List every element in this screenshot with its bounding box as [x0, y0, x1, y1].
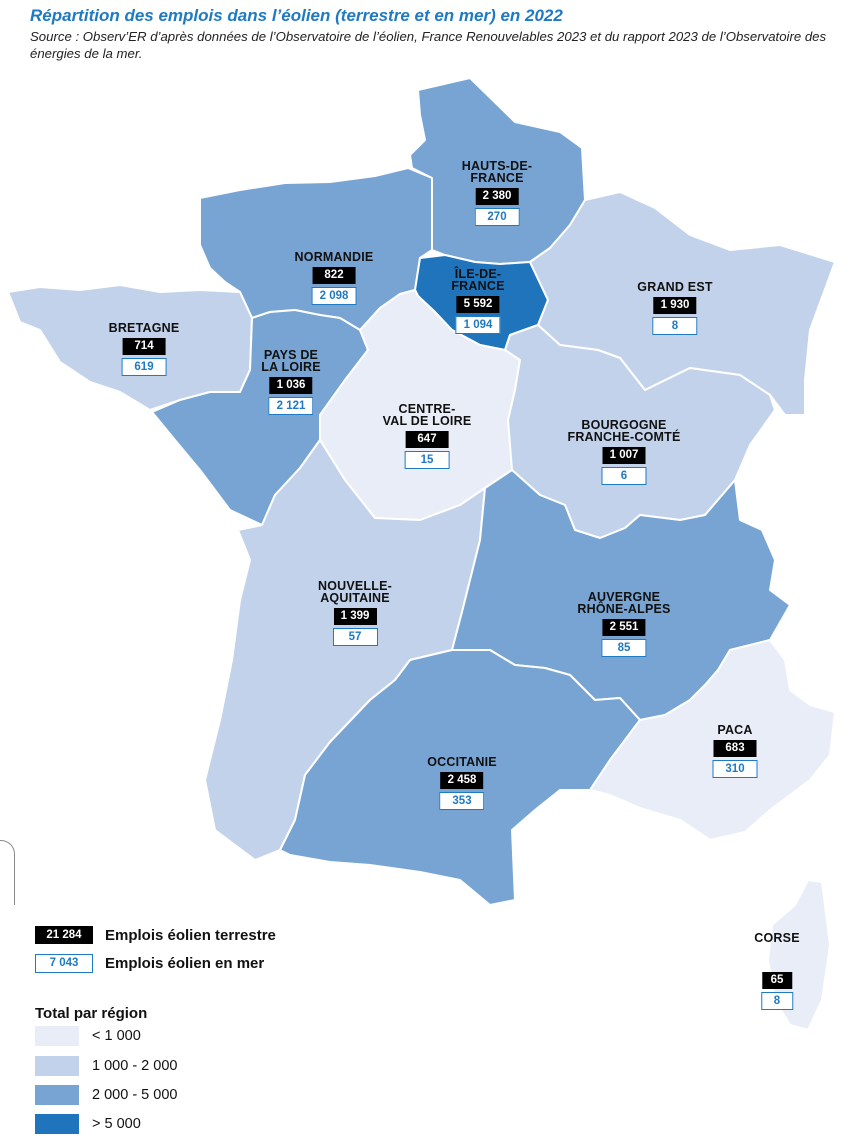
sea-jobs-badge: 270: [474, 208, 520, 226]
region-name: BRETAGNE: [108, 321, 180, 335]
legend-scale-label: 2 000 - 5 000: [92, 1087, 178, 1103]
sea-jobs-badge: 8: [760, 992, 793, 1010]
land-jobs-badge: 822: [312, 267, 356, 284]
region-ile-de-france: ÎLE-DE- FRANCE 5 592 1 094: [451, 268, 504, 334]
region-normandie: NORMANDIE 822 2 098: [295, 251, 374, 305]
region-name: AUVERGNE RHÔNE-ALPES: [577, 590, 671, 616]
region-name: NOUVELLE- AQUITAINE: [317, 579, 393, 605]
region-name: ÎLE-DE- FRANCE: [451, 267, 505, 293]
legend-sea-label: Emplois éolien en mer: [105, 955, 265, 972]
sea-jobs-badge: 353: [439, 792, 485, 810]
legend-land-label: Emplois éolien terrestre: [105, 926, 276, 944]
region-name: NORMANDIE: [294, 250, 374, 264]
land-jobs-badge: 1 399: [333, 608, 377, 625]
land-jobs-badge: 65: [761, 972, 792, 989]
sea-jobs-badge: 8: [652, 317, 698, 335]
legend-scale-label: 1 000 - 2 000: [92, 1058, 178, 1074]
region-name: HAUTS-DE- FRANCE: [461, 159, 533, 185]
legend-land-row: 21 284 Emplois éolien terrestre: [35, 926, 276, 944]
region-name: GRAND EST: [637, 280, 713, 294]
region-name: CENTRE- VAL DE LOIRE: [382, 402, 472, 428]
region-shape-paca: [589, 639, 836, 841]
sea-jobs-badge: 1 094: [455, 316, 501, 334]
land-jobs-badge: 647: [405, 431, 449, 448]
legend-swatch: [35, 1114, 79, 1134]
sea-jobs-badge: 15: [404, 451, 450, 469]
region-bourgogne-franche-comte: BOURGOGNE FRANCHE-COMTÉ 1 007 6: [567, 419, 680, 485]
land-jobs-badge: 1 007: [602, 447, 646, 464]
map-source: Source : Observ’ER d’après données de l’…: [30, 29, 827, 61]
legend-sea-row: 7 043 Emplois éolien en mer: [35, 954, 264, 973]
sea-jobs-badge: 6: [601, 467, 647, 485]
region-name: BOURGOGNE FRANCHE-COMTÉ: [567, 418, 681, 444]
region-paca: PACA 683 310: [712, 723, 758, 778]
land-jobs-badge: 2 458: [440, 772, 484, 789]
legend-land-value: 21 284: [35, 926, 93, 944]
legend-swatch: [35, 1026, 79, 1046]
region-occitanie: OCCITANIE 2 458 353: [427, 756, 497, 810]
region-auvergne-rhone-alpes: AUVERGNE RHÔNE-ALPES 2 551 85: [577, 591, 670, 657]
region-name: OCCITANIE: [427, 755, 497, 769]
region-centre-val-de-loire: CENTRE- VAL DE LOIRE 647 15: [383, 403, 472, 469]
sea-jobs-badge: 2 121: [268, 397, 314, 415]
region-grand-est: GRAND EST 1 930 8: [637, 280, 713, 335]
region-nouvelle-aquitaine: NOUVELLE- AQUITAINE 1 399 57: [318, 580, 392, 646]
land-jobs-badge: 2 380: [475, 188, 519, 205]
region-bretagne: BRETAGNE 714 619: [109, 322, 180, 376]
land-jobs-badge: 1 036: [269, 377, 313, 394]
legend-scale-label: > 5 000: [92, 1116, 141, 1132]
sea-jobs-badge: 85: [601, 639, 647, 657]
region-pays-de-la-loire: PAYS DE LA LOIRE 1 036 2 121: [261, 348, 321, 415]
legend-scale-item: 2 000 - 5 000: [35, 1085, 177, 1105]
sea-jobs-badge: 310: [712, 760, 758, 778]
region-name: PACA: [717, 723, 753, 737]
region-hauts-de-france: HAUTS-DE- FRANCE 2 380 270: [462, 160, 533, 226]
sea-jobs-badge: 619: [121, 358, 167, 376]
region-name: CORSE: [754, 931, 800, 945]
land-jobs-badge: 683: [713, 740, 757, 757]
region-name: PAYS DE LA LOIRE: [261, 348, 321, 374]
legend-scale-item: < 1 000: [35, 1026, 141, 1046]
legend-scale-item: 1 000 - 2 000: [35, 1056, 177, 1076]
legend-frame: [0, 840, 15, 905]
sea-jobs-badge: 2 098: [311, 287, 357, 305]
land-jobs-badge: 2 551: [602, 619, 646, 636]
legend-scale-label: < 1 000: [92, 1028, 141, 1044]
region-corse: CORSE 65 8: [754, 931, 800, 1010]
land-jobs-badge: 5 592: [456, 296, 500, 313]
map-title: Répartition des emplois dans l’éolien (t…: [30, 6, 563, 25]
land-jobs-badge: 714: [122, 338, 166, 355]
legend-sea-value: 7 043: [35, 954, 93, 973]
legend-scale-item: > 5 000: [35, 1114, 141, 1134]
sea-jobs-badge: 57: [332, 628, 378, 646]
land-jobs-badge: 1 930: [653, 297, 697, 314]
legend-swatch: [35, 1085, 79, 1105]
legend-swatch: [35, 1056, 79, 1076]
legend-scale-title: Total par région: [35, 1005, 148, 1022]
